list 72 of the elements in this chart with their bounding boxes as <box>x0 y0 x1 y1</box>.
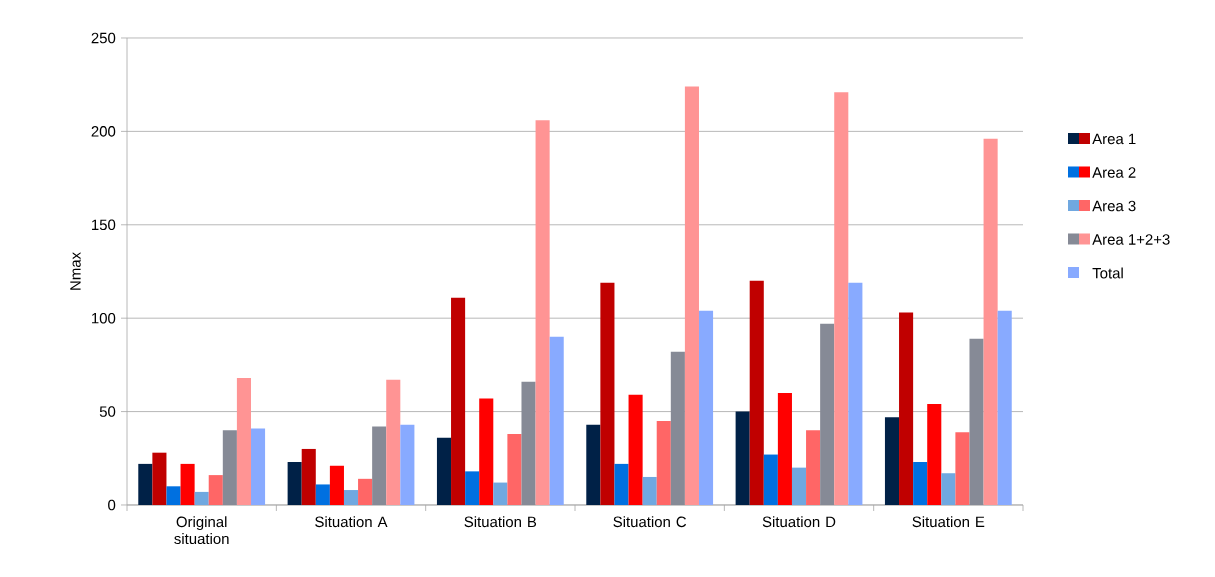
bar <box>997 310 1012 505</box>
bar <box>656 420 671 505</box>
bar <box>820 323 835 505</box>
bar <box>493 482 508 505</box>
bar <box>913 462 928 505</box>
bar <box>698 310 714 505</box>
bar <box>180 463 195 505</box>
bar <box>372 426 387 505</box>
bar <box>315 484 330 505</box>
bar <box>899 312 914 505</box>
x-tick-label: Situation C <box>613 516 687 528</box>
legend-label: Area 2 <box>1092 167 1136 178</box>
y-tick-label: 50 <box>99 406 116 417</box>
bar <box>152 452 167 505</box>
legend-label: Area 3 <box>1092 200 1136 212</box>
x-tick-label: Situation B <box>464 516 537 528</box>
bar <box>479 398 494 505</box>
legend-label: Total <box>1092 267 1123 279</box>
bar <box>386 379 401 505</box>
x-tick-label: Situation E <box>912 516 985 528</box>
bar <box>250 428 266 505</box>
bar <box>521 381 536 505</box>
bar <box>749 280 764 505</box>
bar <box>400 424 415 505</box>
bar <box>642 476 657 505</box>
bar <box>614 463 629 505</box>
x-tick-label: Original situation <box>174 516 229 545</box>
bar <box>222 430 237 505</box>
bar <box>600 282 615 505</box>
bar <box>983 138 998 505</box>
bar <box>884 417 900 505</box>
y-tick-label: 0 <box>108 499 116 511</box>
bar <box>670 351 685 505</box>
bar <box>236 377 251 505</box>
bar <box>329 465 344 505</box>
bar <box>465 471 480 505</box>
legend-label: Area 1+2+3 <box>1092 234 1170 245</box>
bar <box>507 434 522 505</box>
bar <box>941 473 956 505</box>
bar <box>735 411 750 505</box>
y-tick-label: 200 <box>91 126 116 137</box>
bar <box>549 336 564 505</box>
bar <box>436 437 452 505</box>
bar <box>451 297 466 505</box>
bar <box>194 491 209 505</box>
bar <box>343 490 359 505</box>
x-tick-label: Situation A <box>315 516 388 528</box>
bar <box>969 338 984 505</box>
bar <box>777 392 792 505</box>
y-tick-label: 100 <box>92 312 116 324</box>
bar <box>955 432 970 505</box>
bar <box>301 448 316 505</box>
y-axis-title: Nmax <box>70 252 81 290</box>
bar <box>834 92 849 505</box>
bar <box>535 120 550 505</box>
bar <box>791 467 807 505</box>
bar <box>927 404 942 505</box>
y-tick-label: 150 <box>92 219 116 231</box>
bar <box>806 430 821 505</box>
bar <box>166 486 181 505</box>
bar <box>763 454 778 505</box>
bar <box>138 463 153 505</box>
y-tick-label: 250 <box>91 32 116 44</box>
bar <box>684 86 699 505</box>
bar <box>287 462 302 505</box>
bar <box>628 394 643 505</box>
bar <box>586 424 601 505</box>
legend-label: Area 1 <box>1092 133 1136 145</box>
bar <box>358 478 373 505</box>
bar <box>848 282 863 505</box>
x-tick-label: Situation D <box>762 516 836 528</box>
bar <box>208 475 223 505</box>
